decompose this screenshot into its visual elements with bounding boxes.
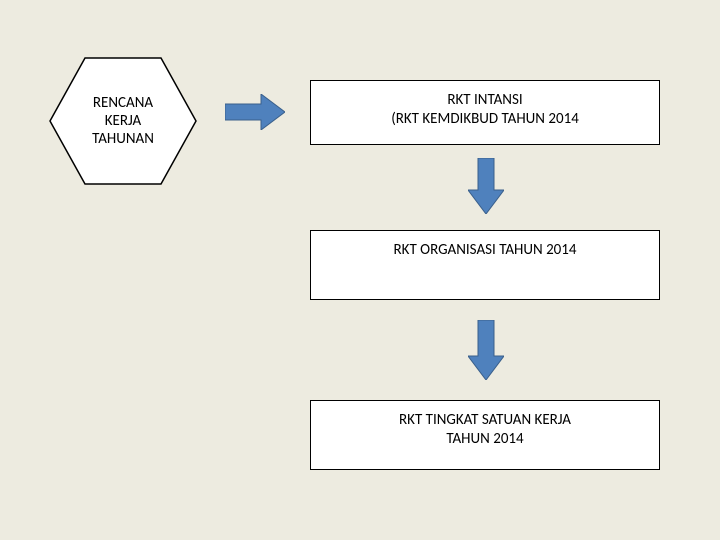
hex-line-3: TAHUNAN: [92, 130, 154, 148]
hex-line-1: RENCANA: [93, 94, 153, 112]
box2-line-1: RKT ORGANISASI TAHUN 2014: [394, 241, 577, 259]
box3-line-1: RKT TINGKAT SATUAN KERJA: [399, 411, 571, 429]
arrow-down-1: [468, 158, 504, 214]
flow-node-box-3: RKT TINGKAT SATUAN KERJA TAHUN 2014: [310, 400, 660, 470]
hexagon-label: RENCANA KERJA TAHUNAN: [84, 94, 162, 148]
arrow-right-1: [225, 94, 285, 130]
flow-node-box-2: RKT ORGANISASI TAHUN 2014: [310, 230, 660, 300]
flow-node-hexagon: RENCANA KERJA TAHUNAN: [48, 56, 198, 186]
flow-node-box-1: RKT INTANSI (RKT KEMDIKBUD TAHUN 2014: [310, 80, 660, 145]
box2-label: RKT ORGANISASI TAHUN 2014: [394, 241, 577, 260]
box1-label: RKT INTANSI (RKT KEMDIKBUD TAHUN 2014: [391, 91, 579, 129]
arrow-right-icon: [225, 94, 285, 130]
arrow-down-2: [468, 320, 504, 380]
arrow-down-icon: [468, 320, 504, 380]
box1-line-1: RKT INTANSI: [447, 91, 522, 109]
box3-label: RKT TINGKAT SATUAN KERJA TAHUN 2014: [399, 411, 571, 449]
box1-line-2: (RKT KEMDIKBUD TAHUN 2014: [391, 110, 579, 128]
box3-line-2: TAHUN 2014: [446, 430, 523, 448]
arrow-down-icon: [468, 158, 504, 214]
hex-line-2: KERJA: [105, 112, 141, 130]
